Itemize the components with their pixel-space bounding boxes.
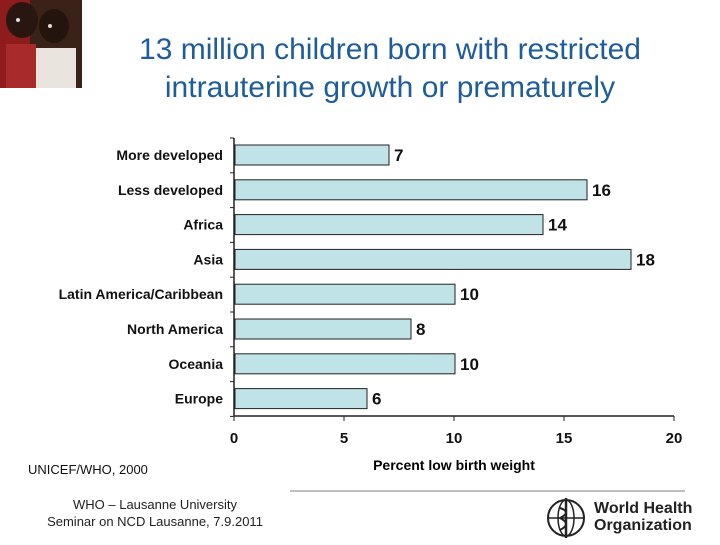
category-label: More developed [116,147,223,163]
category-label: North America [127,321,223,337]
x-tick-label: 0 [230,430,238,447]
x-tick-label: 10 [446,430,463,447]
who-logo: World Health Organization [544,496,714,540]
category-label: Europe [175,391,223,407]
data-label: 7 [394,146,403,165]
category-label: Latin America/Caribbean [59,286,223,302]
bar [234,388,368,410]
bar-chart: More developed Less developed Africa Asia La… [59,137,683,473]
x-tick-label: 20 [666,430,683,447]
x-tick-label: 5 [340,430,348,447]
category-label: Africa [183,217,223,233]
data-label: 8 [416,320,425,339]
footer-line-1: WHO – Lausanne University [72,497,237,512]
bar [234,283,456,305]
bar [234,318,412,340]
bar [234,179,588,201]
x-tick-label: 15 [556,430,573,447]
slide-title-line-1: 13 million children born with restricted [139,33,641,66]
who-logo-line-1: World Health [594,500,693,517]
footer-text: WHO – Lausanne University Seminar on NCD… [20,496,290,530]
data-label: 14 [548,216,567,235]
category-label: Asia [193,251,223,267]
category-label: Oceania [169,356,224,372]
children-photo [0,0,82,88]
footer-divider [290,490,685,492]
data-label: 6 [372,390,381,409]
data-label: 10 [460,355,479,374]
slide-title-line-2: intrauterine growth or prematurely [164,71,616,104]
x-axis-label: Percent low birth weight [373,457,535,473]
bar [234,248,632,270]
who-emblem-icon [547,498,585,538]
category-label: Less developed [118,182,223,198]
data-label: 18 [636,250,655,269]
source-label: UNICEF/WHO, 2000 [28,462,148,477]
data-label: 10 [460,285,479,304]
who-logo-text: World Health Organization [594,500,692,534]
bar [234,214,544,236]
data-label: 16 [592,181,611,200]
footer-line-2: Seminar on NCD Lausanne, 7.9.2011 [47,514,263,529]
who-logo-line-2: Organization [594,517,692,534]
bar [234,353,456,375]
bar [234,144,390,166]
